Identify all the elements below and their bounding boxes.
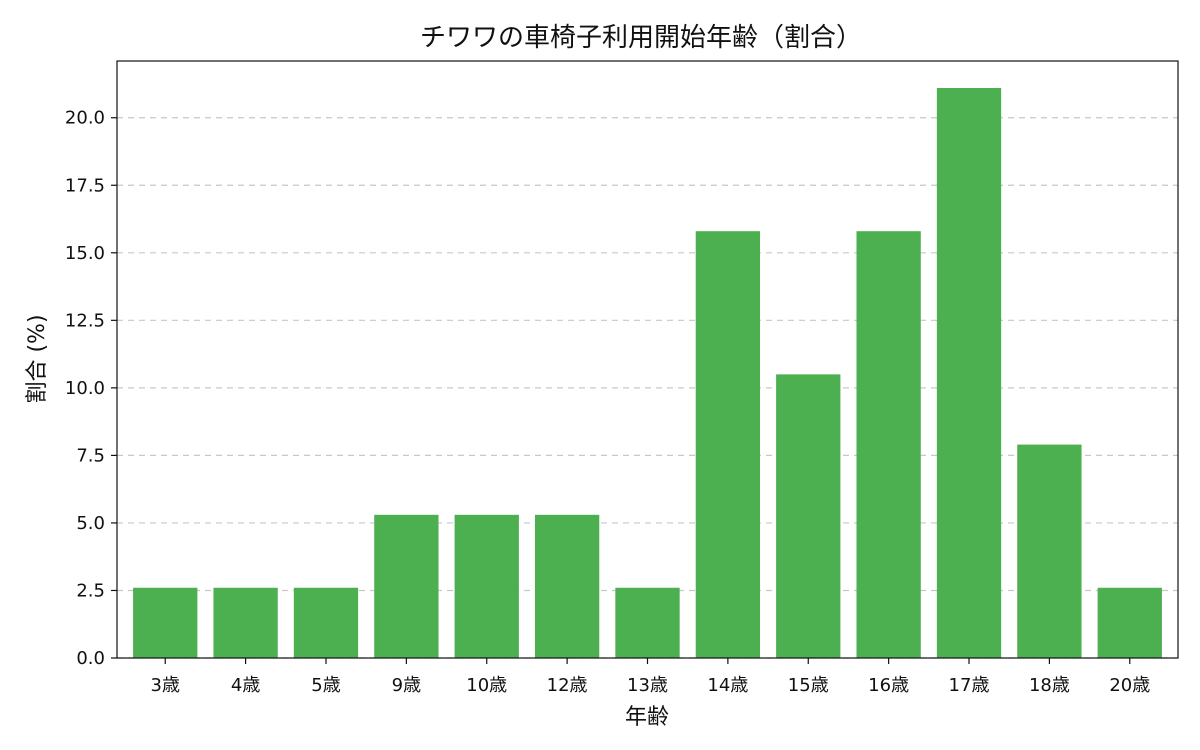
- bar: [1097, 587, 1162, 658]
- bar: [213, 587, 278, 658]
- y-tick-label: 5.0: [76, 513, 105, 534]
- y-tick-label: 20.0: [65, 108, 105, 129]
- bar: [936, 88, 1002, 659]
- bar: [776, 374, 841, 658]
- x-tick-label: 12歳: [547, 675, 588, 696]
- chart-title: チワワの車椅子利用開始年齢（割合）: [420, 23, 862, 53]
- y-tick-label: 12.5: [65, 310, 105, 331]
- y-tick-label: 15.0: [65, 243, 105, 264]
- bar: [374, 514, 439, 658]
- y-axis-label: 割合 (%): [25, 314, 50, 403]
- bar: [856, 231, 921, 658]
- bar: [133, 587, 198, 658]
- x-tick-label: 18歳: [1029, 675, 1070, 696]
- x-tick-label: 3歳: [151, 675, 180, 696]
- x-tick-label: 15歳: [788, 675, 829, 696]
- x-tick-label: 13歳: [627, 675, 668, 696]
- bar: [534, 514, 600, 658]
- bar: [1017, 444, 1082, 658]
- bar-layer: [133, 88, 1162, 659]
- bar: [293, 587, 359, 658]
- y-tick-label: 7.5: [76, 445, 105, 466]
- x-tick-label: 9歳: [392, 675, 421, 696]
- bar: [454, 514, 519, 658]
- y-tick-label: 2.5: [76, 580, 105, 601]
- x-tick-label: 5歳: [311, 675, 340, 696]
- x-tick-label: 17歳: [949, 675, 990, 696]
- y-tick-label: 0.0: [76, 648, 105, 669]
- x-axis-label: 年齢: [625, 705, 669, 730]
- x-tick-label: 20歳: [1109, 675, 1150, 696]
- bar: [695, 231, 761, 658]
- x-tick-label: 10歳: [466, 675, 507, 696]
- x-tick-label: 4歳: [231, 675, 260, 696]
- tick-layer: 0.0 2.5 5.0 7.5 10.0 12.5 15.0 17.5 20.0 3歳 4歳 5歳 9歳…: [65, 108, 1150, 696]
- x-tick-label: 14歳: [707, 675, 748, 696]
- y-tick-label: 10.0: [65, 378, 105, 399]
- bar: [615, 587, 680, 658]
- x-tick-label: 16歳: [868, 675, 909, 696]
- y-tick-label: 17.5: [65, 175, 105, 196]
